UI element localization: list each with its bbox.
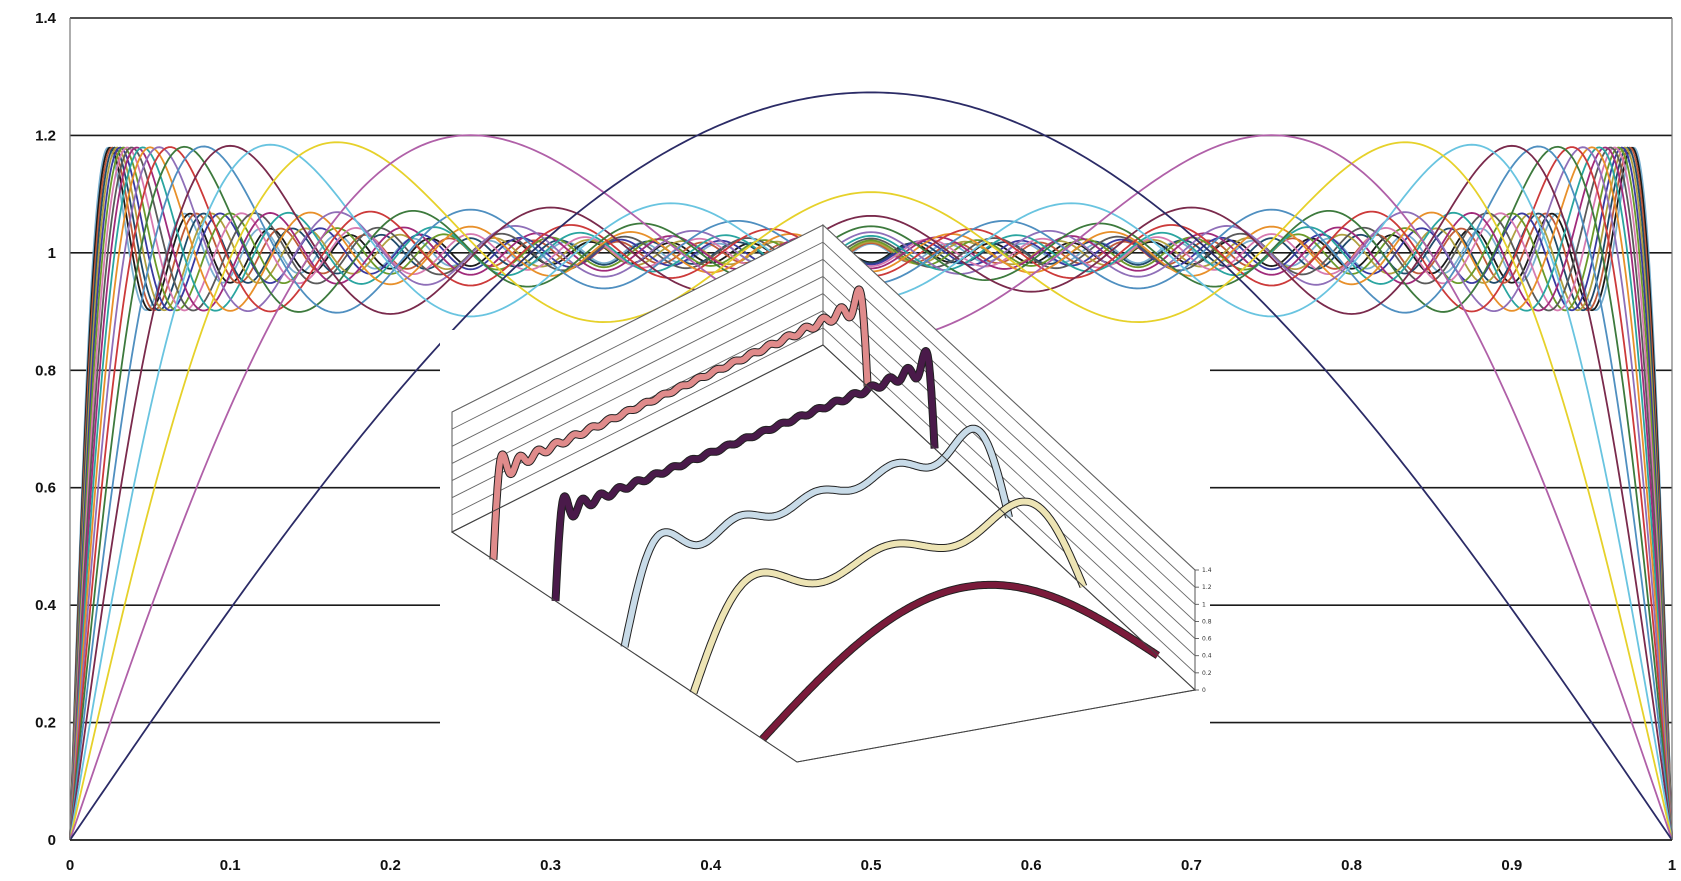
inset-side-gridline <box>822 276 1196 622</box>
x-tick-label: 0.1 <box>220 857 241 874</box>
inset-back-gridline <box>451 276 824 464</box>
y-tick-label: 1 <box>48 245 56 262</box>
inset-ribbon-n41 <box>552 348 938 602</box>
x-tick-label: 0.3 <box>540 857 561 874</box>
inset-y-tick-label: 0 <box>1202 687 1206 694</box>
inset-back-gridline <box>451 258 824 447</box>
series-line-n9 <box>69 144 1673 841</box>
inset-y-tick-label: 0.4 <box>1202 653 1212 660</box>
series-line-n29 <box>69 146 1673 841</box>
y-tick-label: 0.6 <box>35 480 56 497</box>
inset-side-gridline <box>822 258 1196 605</box>
series-line-n5 <box>69 141 1673 841</box>
y-tick-labels: 0 0.2 0.4 0.6 0.8 1 1.2 1.4 <box>35 10 57 849</box>
series-line-n13 <box>69 145 1673 841</box>
inset-ribbon-n41 <box>490 286 871 560</box>
inset-back-gridline <box>451 224 824 413</box>
y-tick-label: 0.2 <box>35 715 56 732</box>
y-tick-label: 0.4 <box>35 597 57 614</box>
inset-ribbon-n1 <box>760 581 1160 742</box>
x-tick-label: 0.8 <box>1341 857 1362 874</box>
inset-ribbon-n5 <box>690 498 1087 694</box>
axes <box>69 18 1673 841</box>
x-tick-label: 0 <box>66 857 74 874</box>
series-line-n17 <box>69 146 1673 841</box>
x-tick-label: 0.2 <box>380 857 401 874</box>
x-tick-labels: 0 0.1 0.2 0.3 0.4 0.5 0.6 0.7 0.8 0.9 1 <box>66 857 1676 874</box>
inset-side-gridline <box>822 293 1196 639</box>
inset-y-tick-label: 1 <box>1202 601 1206 608</box>
series-line-n21 <box>69 146 1673 841</box>
inset-y-tick-label: 0.8 <box>1202 618 1212 625</box>
x-tick-label: 0.6 <box>1021 857 1042 874</box>
inset-ribbon-n9 <box>621 425 1012 648</box>
series-line-n39 <box>69 146 1673 841</box>
x-tick-label: 1 <box>1668 857 1676 874</box>
inset-side-gridline <box>822 224 1196 571</box>
inset-back-gridline <box>451 327 824 516</box>
x-tick-label: 0.5 <box>861 857 882 874</box>
y-tick-label: 0 <box>48 832 56 849</box>
x-tick-label: 0.4 <box>700 857 722 874</box>
main-series-group <box>69 91 1673 841</box>
series-line-n1 <box>69 91 1673 841</box>
inset-floor-edge <box>451 344 1197 763</box>
inset-back-gridline <box>451 241 824 430</box>
x-tick-label: 0.7 <box>1181 857 1202 874</box>
x-tick-label: 0.9 <box>1501 857 1522 874</box>
y-tick-label: 1.4 <box>35 10 57 27</box>
series-line-n27 <box>69 146 1673 841</box>
inset-y-tick-label: 0.6 <box>1202 636 1212 643</box>
inset-y-tick-label: 1.4 <box>1202 567 1212 574</box>
inset-side-gridline <box>822 241 1196 588</box>
inset-3d-chart: 1.4 1.2 1 0.8 0.6 0.4 0.2 0 <box>440 223 1212 770</box>
inset-back-gridline <box>451 293 824 481</box>
series-line-n33 <box>69 146 1673 841</box>
inset-side-gridline <box>822 310 1196 657</box>
y-tick-label: 1.2 <box>35 127 56 144</box>
inset-y-tick-label: 0.2 <box>1202 670 1212 677</box>
inset-y-tick-label: 1.2 <box>1202 584 1212 591</box>
series-line-n35 <box>69 146 1673 841</box>
y-tick-label: 0.8 <box>35 362 56 379</box>
